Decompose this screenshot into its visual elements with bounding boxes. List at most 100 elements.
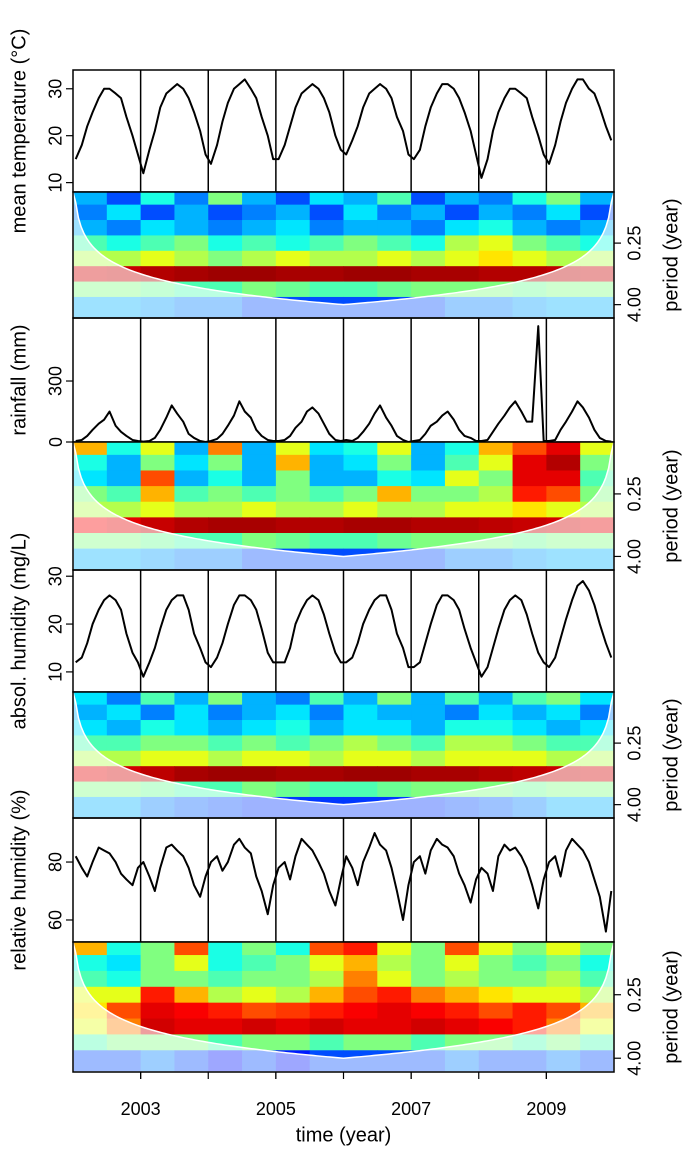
- power-cell: [377, 750, 412, 767]
- power-cell: [377, 704, 412, 721]
- power-cell: [309, 220, 344, 236]
- power-cell: [580, 454, 614, 471]
- power-cell: [343, 704, 378, 721]
- power-cell: [275, 704, 311, 721]
- power-cell: [546, 970, 581, 988]
- power-cell: [242, 720, 277, 736]
- power-cell: [242, 692, 277, 706]
- power-cell: [275, 970, 311, 988]
- power-cell: [242, 281, 277, 298]
- power-cell: [478, 204, 514, 221]
- power-cell: [478, 704, 514, 721]
- power-cell: [140, 720, 175, 736]
- power-cell: [309, 1002, 344, 1020]
- power-cell: [174, 704, 209, 721]
- power-cell: [377, 192, 412, 206]
- power-cell: [343, 692, 378, 706]
- power-cell: [106, 192, 142, 206]
- x-tick-label: 2003: [121, 1099, 161, 1119]
- power-cell: [580, 442, 614, 456]
- power-cell: [140, 735, 175, 752]
- power-cell: [512, 501, 547, 518]
- power-cell: [478, 735, 514, 752]
- power-cell: [377, 986, 412, 1004]
- power-cell: [140, 1002, 175, 1020]
- power-cell: [444, 266, 480, 283]
- power-cell: [242, 220, 277, 236]
- y-tick-label: 30: [46, 566, 66, 586]
- power-cell: [106, 204, 142, 221]
- power-cell: [140, 235, 175, 252]
- power-cell: [208, 970, 243, 988]
- power-cell: [411, 1034, 446, 1051]
- power-cell: [478, 1002, 514, 1020]
- power-cell: [140, 250, 175, 267]
- y-axis-label: mean temperature (°C): [8, 29, 30, 234]
- y-tick-label: 300: [46, 366, 66, 396]
- power-cell: [309, 266, 344, 283]
- power-cell: [73, 442, 108, 456]
- power-cell: [242, 266, 277, 283]
- panel: [74, 818, 613, 942]
- power-cell: [444, 955, 480, 972]
- power-cell: [208, 266, 243, 283]
- power-cell: [377, 281, 412, 298]
- y-tick-label: 60: [46, 910, 66, 930]
- power-cell: [377, 942, 412, 956]
- power-cell: [242, 986, 277, 1004]
- y-tick-label: 0.25: [625, 977, 645, 1012]
- y-axis-label: absol. humidity (mg/L): [8, 533, 30, 730]
- panel: [73, 942, 614, 1072]
- power-cell: [478, 955, 514, 972]
- power-cell: [174, 486, 209, 503]
- y-tick-label: 4.00: [625, 1041, 645, 1076]
- power-cell: [411, 720, 446, 736]
- power-cell: [343, 486, 378, 503]
- power-cell: [309, 204, 344, 221]
- power-cell: [546, 704, 581, 721]
- power-cell: [208, 704, 243, 721]
- power-cell: [140, 750, 175, 767]
- power-cell: [343, 442, 378, 456]
- power-cell: [208, 204, 243, 221]
- power-cell: [478, 501, 514, 518]
- power-cell: [512, 720, 547, 736]
- power-cell: [73, 692, 108, 706]
- y-axis-label: period (year): [660, 449, 682, 562]
- y-tick-label: 10: [46, 173, 66, 193]
- power-cell: [478, 442, 514, 456]
- power-cell: [377, 781, 412, 798]
- power-cell: [208, 942, 243, 956]
- power-cell: [208, 442, 243, 456]
- power-cell: [512, 470, 547, 487]
- power-cell: [140, 692, 175, 706]
- power-cell: [242, 501, 277, 518]
- y-tick-label: 20: [46, 614, 66, 634]
- power-cell: [377, 955, 412, 972]
- power-cell: [377, 1034, 412, 1051]
- power-cell: [275, 735, 311, 752]
- power-cell: [377, 454, 412, 471]
- y-tick-label: 30: [46, 79, 66, 99]
- power-cell: [377, 970, 412, 988]
- power-cell: [309, 192, 344, 206]
- power-cell: [242, 235, 277, 252]
- power-cell: [343, 235, 378, 252]
- power-cell: [444, 986, 480, 1004]
- power-cell: [275, 517, 311, 534]
- power-cell: [580, 942, 614, 956]
- panel: [73, 192, 614, 318]
- power-cell: [411, 501, 446, 518]
- power-cell: [444, 735, 480, 752]
- power-cell: [444, 442, 480, 456]
- power-cell: [275, 220, 311, 236]
- power-cell: [444, 204, 480, 221]
- power-cell: [343, 204, 378, 221]
- power-cell: [546, 735, 581, 752]
- power-cell: [309, 501, 344, 518]
- power-cell: [140, 942, 175, 956]
- power-cell: [275, 692, 311, 706]
- power-cell: [140, 486, 175, 503]
- power-cell: [275, 532, 311, 550]
- power-cell: [444, 454, 480, 471]
